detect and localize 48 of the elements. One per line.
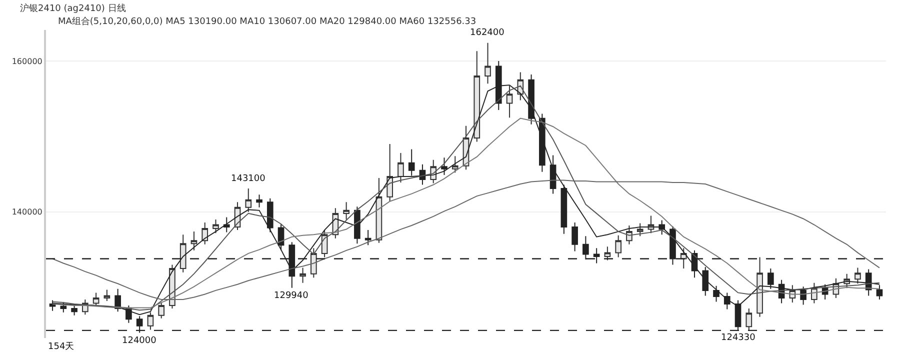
- candlestick: [386, 143, 393, 202]
- candlestick: [202, 222, 208, 245]
- candlestick: [636, 222, 644, 237]
- y-tick-label: 160000: [12, 56, 42, 66]
- candlestick: [364, 230, 372, 246]
- line-series: [52, 118, 880, 308]
- annotation: 129940: [274, 291, 309, 301]
- candlestick: [702, 266, 709, 296]
- candlestick: [398, 152, 404, 183]
- candlestick: [92, 292, 100, 307]
- candlestick: [560, 184, 568, 234]
- candlestick: [452, 156, 458, 174]
- candlestick: [626, 225, 632, 245]
- candlestick: [572, 222, 578, 252]
- candlestick: [768, 268, 774, 290]
- candlestick: [354, 206, 360, 244]
- candlestick: [724, 292, 730, 310]
- line-series: [52, 180, 880, 300]
- annotation: 124330: [721, 333, 756, 343]
- candlestick: [854, 267, 861, 284]
- candlestick: [539, 113, 546, 172]
- candlestick: [310, 248, 317, 278]
- text: 154天: [48, 341, 74, 352]
- chart-subtitle: MA组合(5,10,20,60,0,0) MA5 130190.00 MA10 130607.00 MA20 129840.00 MA60 132556.33: [58, 16, 476, 27]
- candlestick: [158, 302, 164, 319]
- y-tick-label: 140000: [12, 208, 42, 217]
- annotation: 124000: [122, 336, 157, 346]
- candlestick: [746, 308, 752, 331]
- candlestick: [300, 267, 306, 284]
- candlestick: [713, 285, 720, 302]
- annotation: 143100: [231, 174, 266, 184]
- candlestick: [180, 234, 186, 273]
- candlestick: [506, 85, 513, 118]
- candlestick: [147, 312, 154, 330]
- candlestick: [190, 231, 198, 251]
- annotation: 162400: [470, 28, 505, 38]
- candlestick: [604, 246, 611, 261]
- candlestick: [104, 289, 110, 302]
- candlestick: [60, 302, 67, 313]
- candlestick: [256, 194, 262, 208]
- candlestick: [223, 216, 230, 233]
- candlestick: [266, 198, 274, 233]
- candlestick: [615, 234, 622, 258]
- candlestick: [756, 256, 763, 318]
- candlestick: [408, 148, 415, 176]
- candlestick: [212, 218, 219, 234]
- candlestick: [441, 157, 448, 176]
- chart-title: 沪银2410 (ag2410) 日线: [20, 3, 126, 14]
